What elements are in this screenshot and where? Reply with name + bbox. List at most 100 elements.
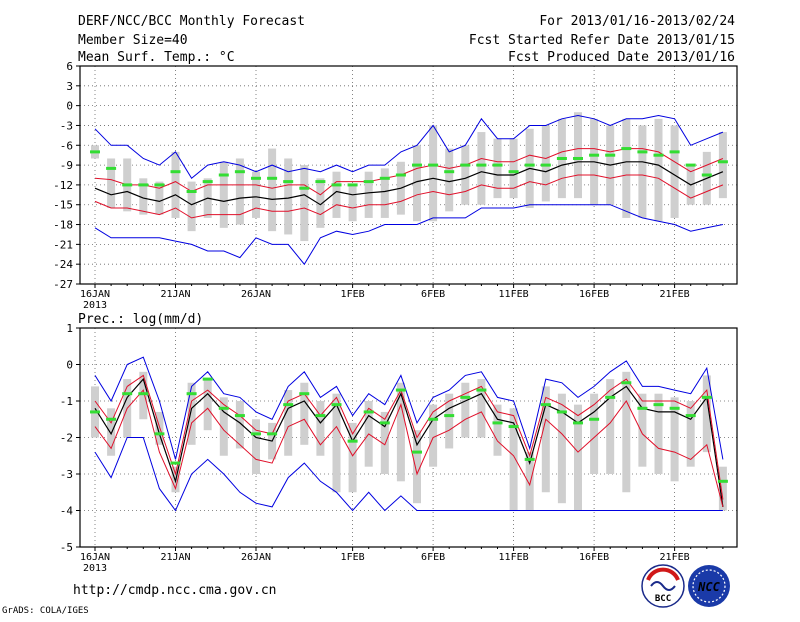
ensemble-range-bar	[477, 132, 486, 205]
series-line-minimum	[94, 204, 724, 266]
ensemble-range-bar	[622, 371, 631, 493]
ensemble-range-bar	[509, 138, 518, 199]
footer-credit: GrADS: COLA/IGES	[2, 606, 89, 616]
ensemble-range-bar	[525, 452, 534, 511]
member-mark	[218, 406, 229, 410]
ensemble-range-bar	[670, 397, 679, 482]
bcc-logo: BCC	[641, 564, 685, 608]
y-tick-label: -3	[60, 468, 73, 481]
member-mark	[412, 163, 422, 167]
ensemble-range-bar	[203, 379, 212, 431]
member-mark	[379, 176, 390, 180]
member-mark	[202, 180, 213, 184]
member-mark	[717, 479, 728, 483]
member-mark	[412, 450, 422, 454]
x-tick-label: 16FEB	[579, 289, 609, 300]
x-tick-label: 11FEB	[499, 289, 529, 300]
member-mark	[540, 163, 551, 167]
ensemble-range-bar	[364, 171, 373, 218]
series-line-mean-sd	[94, 174, 724, 219]
ensemble-range-bar	[348, 184, 357, 222]
header-produced-date: Fcst Produced Date 2013/01/16	[508, 50, 735, 65]
member-mark	[428, 163, 439, 167]
y-tick-label: -4	[60, 505, 74, 518]
member-mark	[299, 186, 310, 190]
member-mark	[154, 183, 165, 187]
ensemble-range-bar	[670, 125, 679, 218]
ensemble-range-bar	[445, 393, 454, 449]
ensemble-range-bar	[139, 371, 148, 420]
member-mark	[637, 150, 648, 154]
ensemble-range-bar	[235, 401, 244, 449]
ensemble-range-bar	[252, 171, 260, 218]
x-tick-label: 21JAN	[160, 552, 190, 563]
ensemble-range-bar	[461, 145, 470, 205]
series-line-mean-sd	[94, 148, 724, 196]
y-tick-label: -1	[60, 395, 73, 408]
ensemble-range-bar	[557, 393, 566, 504]
member-mark	[701, 173, 712, 177]
series-line-ensemble-mean	[94, 161, 724, 206]
ensemble-range-bar	[284, 158, 293, 235]
x-year-label: 2013	[83, 563, 107, 574]
precipitation-panel: 1 0 -1 -2 -3 -4 -5 16JAN 21JAN 26JAN 1FEB 6FEB 11FEB…	[60, 322, 738, 574]
x-tick-label: 1FEB	[341, 289, 365, 300]
x-tick-label: 16JAN	[80, 552, 110, 563]
ensemble-range-bar	[332, 171, 341, 218]
member-mark	[653, 153, 664, 157]
y-tick-label: 3	[66, 80, 73, 93]
y-tick-label: 1	[66, 322, 73, 335]
member-mark	[508, 425, 519, 429]
member-mark	[154, 432, 165, 436]
member-mark	[315, 414, 326, 418]
ensemble-range-bar	[509, 408, 518, 511]
member-mark	[637, 406, 648, 410]
header-title: DERF/NCC/BCC Monthly Forecast	[78, 14, 305, 29]
plot-frame	[79, 327, 738, 548]
ensemble-range-bar	[638, 393, 647, 467]
series-line-ensemble-mean	[94, 377, 724, 507]
member-mark	[90, 410, 100, 414]
member-mark	[315, 180, 326, 184]
footer-url: http://cmdp.ncc.cma.gov.cn	[73, 583, 277, 598]
member-mark	[299, 392, 310, 396]
member-mark	[524, 457, 535, 461]
member-mark	[701, 395, 712, 399]
member-mark	[573, 421, 583, 425]
x-tick-label: 1FEB	[341, 552, 365, 563]
member-mark	[653, 403, 664, 407]
ensemble-range-bar	[493, 138, 502, 199]
x-tick-label: 26JAN	[241, 552, 271, 563]
series-line-maximum	[94, 114, 724, 180]
member-mark	[556, 156, 567, 160]
member-mark	[234, 170, 245, 174]
member-mark	[90, 150, 100, 154]
member-mark	[363, 180, 374, 184]
ensemble-range-bar	[300, 165, 309, 242]
header-period: For 2013/01/16-2013/02/24	[539, 14, 735, 29]
ensemble-range-bar	[348, 422, 357, 493]
ensemble-range-bar	[493, 404, 502, 456]
member-mark	[138, 183, 149, 187]
member-mark	[717, 160, 728, 164]
x-tick-label: 26JAN	[241, 289, 271, 300]
ensemble-range-bar	[219, 397, 228, 456]
y-tick-label: 6	[66, 60, 73, 73]
y-tick-label: -9	[60, 159, 73, 172]
member-mark	[170, 170, 181, 174]
ensemble-range-bar	[284, 390, 293, 456]
series-line-maximum	[94, 356, 724, 460]
member-mark	[395, 388, 406, 392]
member-mark	[218, 173, 229, 177]
header-variable: Mean Surf. Temp.: °C	[78, 50, 235, 65]
ensemble-range-bar	[622, 118, 631, 218]
member-mark	[283, 180, 294, 184]
member-mark	[283, 403, 294, 407]
y-tick-label: -27	[53, 278, 73, 291]
x-tick-label: 16FEB	[579, 552, 609, 563]
member-mark	[589, 153, 600, 157]
header-start-date: Fcst Started Refer Date 2013/01/15	[469, 33, 735, 48]
ensemble-range-bar	[316, 178, 325, 228]
member-mark	[460, 395, 471, 399]
